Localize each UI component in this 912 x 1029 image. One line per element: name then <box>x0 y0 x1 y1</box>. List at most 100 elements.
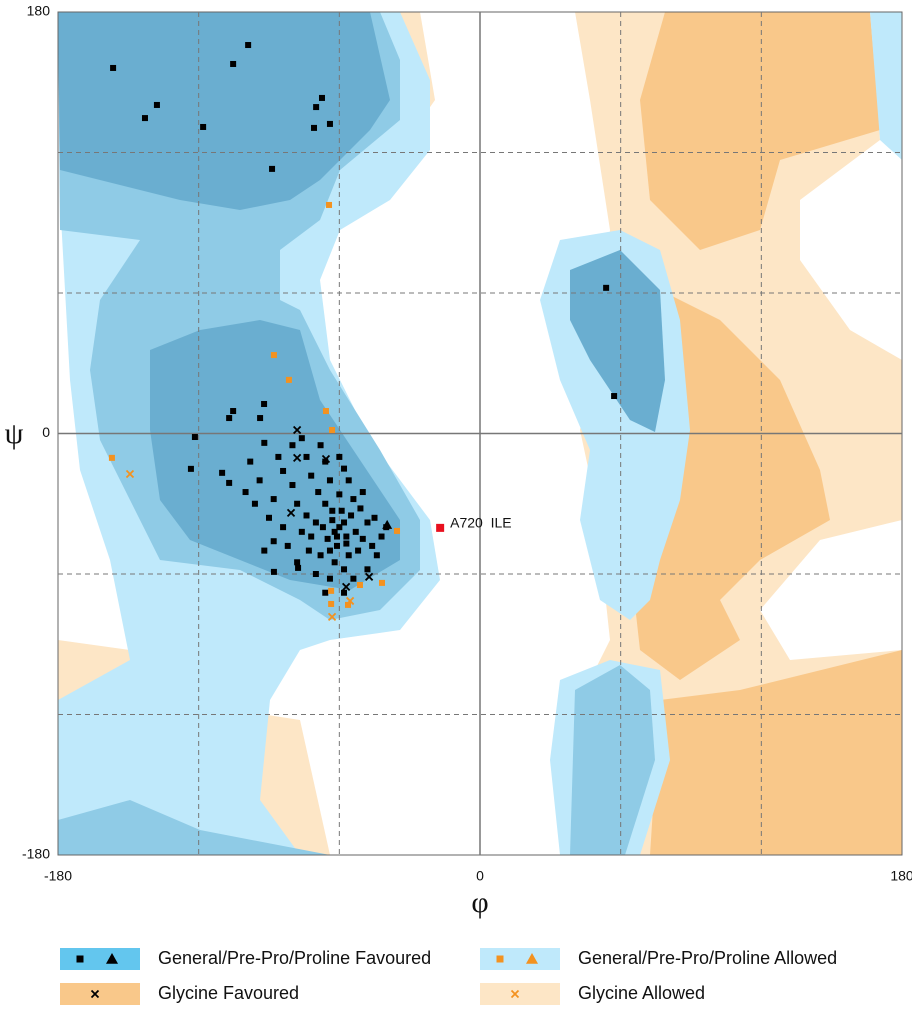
point <box>270 538 277 545</box>
point <box>286 508 296 518</box>
regions <box>58 12 902 855</box>
point <box>341 519 348 526</box>
point <box>343 540 350 547</box>
point <box>382 519 393 529</box>
point <box>319 524 326 531</box>
y-tick-label: -180 <box>22 846 50 862</box>
legend-label: Glycine Allowed <box>578 983 705 1003</box>
point <box>261 547 268 554</box>
point <box>318 94 325 101</box>
point <box>338 507 345 514</box>
point <box>294 559 301 566</box>
point <box>378 533 385 540</box>
point <box>266 514 272 521</box>
point <box>284 542 291 549</box>
point <box>359 535 366 542</box>
legend-label: General/Pre-Pro/Proline Favoured <box>158 948 431 968</box>
point <box>270 352 277 359</box>
point <box>292 453 302 462</box>
point <box>326 201 333 208</box>
point <box>322 500 329 507</box>
point <box>324 535 331 542</box>
point <box>343 533 350 540</box>
point <box>294 500 301 507</box>
point <box>298 435 305 442</box>
point <box>321 454 331 464</box>
point <box>350 496 357 503</box>
point <box>322 408 329 415</box>
legend-marker <box>510 989 520 999</box>
point <box>326 575 333 582</box>
point <box>394 527 401 534</box>
legend-swatch <box>480 948 560 970</box>
point <box>322 458 329 465</box>
point <box>305 547 312 554</box>
point <box>292 425 302 435</box>
legend-marker <box>526 953 538 964</box>
point <box>303 512 310 519</box>
point <box>359 489 366 496</box>
point <box>341 582 351 592</box>
point <box>328 600 335 607</box>
point <box>295 564 302 571</box>
point <box>331 559 338 566</box>
point <box>315 489 322 496</box>
legend-swatch <box>60 948 140 970</box>
point <box>345 477 352 484</box>
point <box>257 415 264 422</box>
point <box>110 64 117 71</box>
point <box>364 519 371 526</box>
point <box>289 442 296 449</box>
point <box>261 439 268 446</box>
point <box>219 469 226 476</box>
point <box>345 601 352 608</box>
point <box>226 415 233 422</box>
point <box>369 542 376 549</box>
point <box>328 587 335 594</box>
annotation: A720 ILE <box>450 515 512 531</box>
point <box>141 115 148 122</box>
point <box>125 469 135 479</box>
legend-item: General/Pre-Pro/Proline Favoured <box>60 948 431 970</box>
point <box>436 523 445 532</box>
point <box>333 542 340 549</box>
point <box>317 552 324 559</box>
point <box>364 572 374 581</box>
point <box>285 376 292 383</box>
point <box>187 465 194 472</box>
point <box>345 596 355 606</box>
point <box>298 528 305 535</box>
y-axis-title: ψ <box>5 417 24 450</box>
point <box>312 519 319 526</box>
point <box>371 514 378 521</box>
point <box>345 552 352 559</box>
point <box>242 489 249 496</box>
point <box>251 500 258 507</box>
point <box>261 400 268 407</box>
point <box>341 589 348 596</box>
point <box>280 467 287 474</box>
general-core-region <box>58 12 665 590</box>
point <box>312 571 319 577</box>
y-tick-label: 0 <box>42 424 50 440</box>
point <box>352 528 359 535</box>
y-tick-label: 180 <box>27 3 51 19</box>
point <box>329 517 336 524</box>
point <box>269 165 276 172</box>
point <box>329 507 336 514</box>
point <box>326 547 333 554</box>
point <box>331 528 338 535</box>
point <box>379 579 386 586</box>
x-tick-label: 180 <box>890 868 912 884</box>
point <box>200 123 207 130</box>
point <box>373 552 380 559</box>
point <box>327 612 337 621</box>
point <box>308 533 315 540</box>
point <box>313 104 320 111</box>
point <box>270 568 277 575</box>
point <box>603 284 610 291</box>
point <box>317 442 324 449</box>
point <box>308 472 315 479</box>
point <box>280 524 287 531</box>
legend-item: Glycine Allowed <box>480 983 705 1005</box>
